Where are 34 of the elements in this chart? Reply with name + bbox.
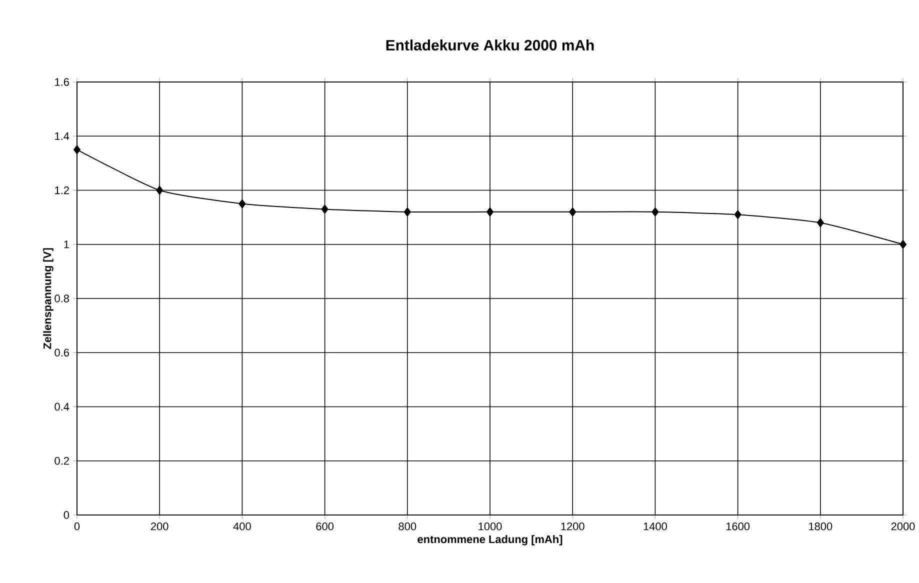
- x-tick-label: 1000: [478, 522, 502, 530]
- point: [404, 207, 411, 216]
- y-tick-label: 1.6: [55, 78, 69, 86]
- x-tick-label: 2000: [891, 522, 915, 530]
- y-tick-label: 0: [64, 511, 70, 519]
- x-tick-label: 1400: [644, 522, 667, 530]
- x-tick-label: 0: [74, 522, 80, 530]
- point: [734, 210, 742, 220]
- y-tick-label: 1: [64, 240, 69, 248]
- x-tick-label: 600: [316, 522, 334, 530]
- point: [486, 207, 494, 216]
- x-tick-label: 1800: [809, 522, 832, 530]
- point: [321, 204, 328, 214]
- y-axis-title: Zellenspannung [V]: [43, 248, 54, 350]
- y-tick-label: 1.4: [55, 132, 70, 140]
- x-tick-label: 800: [398, 522, 416, 530]
- y-tick-label: 1.2: [55, 186, 69, 194]
- point: [238, 199, 246, 208]
- point: [900, 240, 907, 249]
- point: [156, 186, 164, 195]
- y-tick-label: 0.4: [54, 402, 70, 411]
- x-axis-title: entnommene Ladung [mAh]: [418, 535, 562, 546]
- x-tick-label: 200: [151, 522, 168, 530]
- point: [652, 207, 659, 216]
- x-tick-label: 1200: [561, 522, 584, 530]
- x-tick-label: 400: [233, 522, 251, 530]
- point: [816, 218, 824, 228]
- chart-title: Entladekurve Akku 2000 mAh: [386, 40, 594, 50]
- y-tick-label: 0.2: [54, 457, 69, 465]
- y-tick-label: 0.6: [54, 348, 69, 357]
- point: [74, 145, 80, 154]
- point: [569, 207, 576, 216]
- y-tick-label: 0.8: [54, 294, 69, 302]
- x-tick-label: 1600: [726, 522, 750, 530]
